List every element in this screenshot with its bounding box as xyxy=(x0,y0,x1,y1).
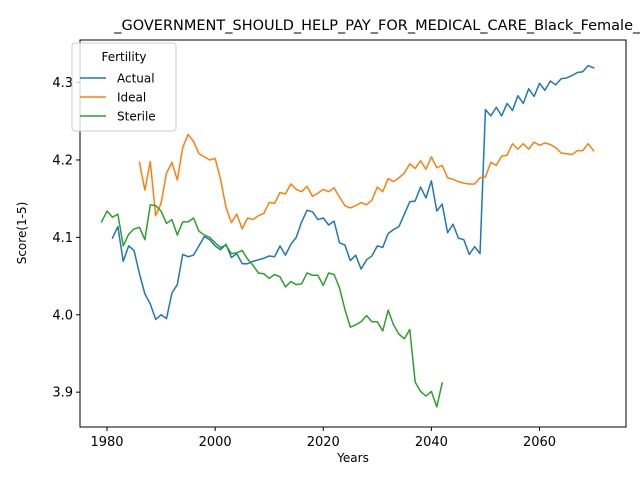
series-line-actual xyxy=(111,64,595,321)
x-axis-label: Years xyxy=(336,451,369,465)
y-tick-label: 3.9 xyxy=(52,386,73,401)
legend-label-actual: Actual xyxy=(117,72,155,86)
series-line-sterile xyxy=(100,204,444,408)
x-tick-label: 2020 xyxy=(307,435,340,450)
x-tick-label: 2040 xyxy=(415,435,448,450)
y-axis-label: Score(1-5) xyxy=(15,202,29,265)
legend: Fertility Actual Ideal Sterile xyxy=(71,42,177,132)
y-tick-label: 4.3 xyxy=(52,76,73,91)
legend-label-ideal: Ideal xyxy=(117,91,146,105)
legend-label-sterile: Sterile xyxy=(117,110,156,124)
y-axis: 3.9 4.0 4.1 4.2 4.3 xyxy=(52,76,80,401)
chart-title: _GOVERNMENT_SHOULD_HELP_PAY_FOR_MEDICAL_… xyxy=(113,18,640,34)
x-tick-label: 2060 xyxy=(523,435,556,450)
y-tick-label: 4.2 xyxy=(52,153,73,168)
plot-frame xyxy=(79,39,627,428)
x-axis: 1980 2000 2020 2040 2060 xyxy=(90,427,556,450)
series-group xyxy=(100,64,595,408)
x-tick-label: 2000 xyxy=(199,435,232,450)
legend-box xyxy=(71,42,177,132)
series-line-ideal xyxy=(138,133,595,230)
legend-title: Fertility xyxy=(101,50,146,64)
legend-items: Actual Ideal Sterile xyxy=(80,72,156,124)
y-tick-label: 4.1 xyxy=(52,231,73,246)
y-tick-label: 4.0 xyxy=(52,308,73,323)
x-tick-label: 1980 xyxy=(90,435,123,450)
